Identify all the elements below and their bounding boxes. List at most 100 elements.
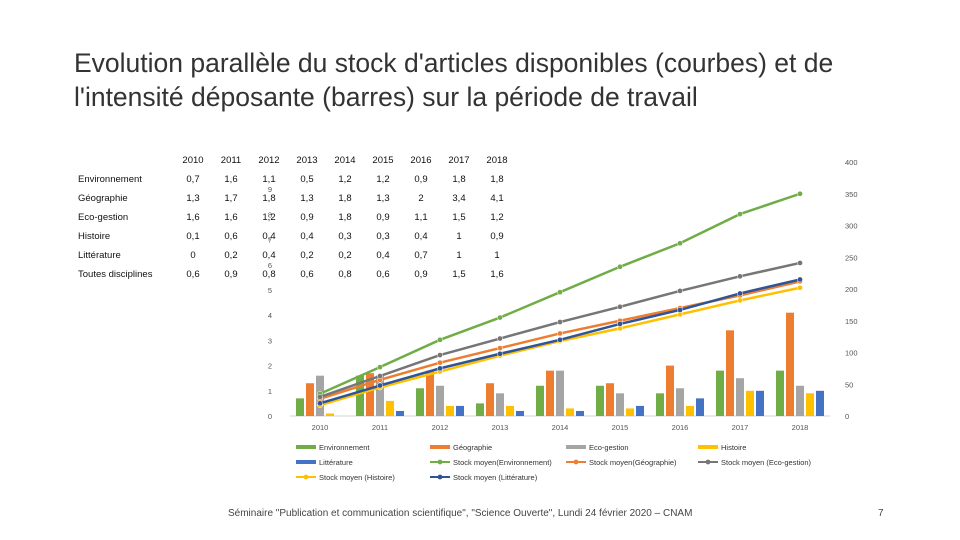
left-axis-tick: 4 [268,311,272,320]
table-cell: 0,7 [414,250,428,261]
legend-marker [573,459,579,465]
right-axis-tick: 150 [845,317,858,326]
line-point [617,303,623,310]
x-axis-tick: 2010 [312,423,329,432]
left-axis-tick: 6 [268,261,272,270]
table-cell: 1,8 [338,193,352,204]
line-point [497,314,503,321]
table-cell: 0,9 [414,174,428,185]
bar-eco-gestion [736,378,744,416]
legend-label: Stock moyen (Histoire) [319,473,395,482]
table-cell: 3,4 [452,193,466,204]
table-cell: 0,3 [338,231,352,242]
table-cell: 1,7 [224,193,238,204]
bar-histoire [686,405,694,416]
table-cell: 0,9 [376,212,390,223]
line-point [377,373,383,379]
line-point [677,288,683,294]
table-cell: 1,2 [376,174,390,185]
table-cell: 1,2 [490,212,504,223]
line-point [677,307,683,313]
bar-g-ographie [426,370,434,416]
legend-label: Géographie [453,443,492,452]
bar-g-ographie [546,370,554,416]
year-header: 2015 [372,154,394,166]
table-body: Environnement 0,7 1,6 1,1 0,5 1,2 1,2 0,9 1,8 1,8… [78,170,516,284]
table-cell: 0,2 [300,250,314,261]
bar-litt-rature [396,410,404,416]
bar-eco-gestion [676,388,684,416]
bar-eco-gestion [496,393,504,416]
line-point [737,211,743,217]
table-cell: 1,3 [186,193,200,204]
table-cell: 1,6 [224,212,238,223]
right-axis-tick: 250 [845,253,858,262]
line-point [797,284,803,291]
table-cell: 2 [418,193,424,204]
right-axis-tick: 0 [845,412,849,421]
table-cell: 0 [190,250,196,261]
table-cell: 0,2 [338,250,352,261]
x-axis-tick: 2015 [612,423,629,432]
year-header: 2014 [334,154,356,166]
bar-litt-rature [816,390,824,416]
table-row: Littérature 0 0,2 0,4 0,2 0,2 0,4 0,7 1 1 [78,246,516,265]
bar-litt-rature [756,390,764,416]
legend-marker [437,474,443,480]
right-axis-tick: 200 [845,285,858,294]
line-point [557,289,563,296]
slide-title: Evolution parallèle du stock d'articles … [74,48,834,112]
bar-litt-rature [576,410,584,416]
table-cell: 1,8 [262,193,276,204]
year-header: 2016 [410,154,432,166]
line-point [557,319,563,325]
table-cell: 1,3 [300,193,314,204]
legend-marker [705,459,711,465]
legend-marker [437,459,443,465]
footer-text: Séminaire "Publication et communication … [228,508,693,519]
bar-histoire [386,400,394,416]
table-cell: 0,9 [490,231,504,242]
bar-environnement [416,388,424,416]
page-number: 7 [878,508,884,519]
table-cell: 0,7 [186,174,200,185]
x-axis-tick: 2013 [492,423,509,432]
year-header: 2018 [486,154,508,166]
line-point [377,364,383,370]
table-cell: 0,6 [300,269,314,280]
left-axis-tick: 9 [268,185,272,194]
bar-litt-rature [456,405,464,416]
table-row: Toutes disciplines 0,6 0,9 0,8 0,6 0,8 0,6 0,9 1… [78,265,516,284]
bar-eco-gestion [796,385,804,416]
line-point [317,394,323,400]
bar-histoire [806,393,814,416]
legend-label: Stock moyen(Environnement) [453,458,552,467]
legend-label: Environnement [319,443,370,452]
table-cell: 1,6 [224,174,238,185]
year-header: 2017 [448,154,470,166]
table-cell: 1,5 [452,212,466,223]
table-cell: 1,6 [490,269,504,280]
bar-g-ographie [726,330,734,416]
line-point [617,263,623,270]
bar-environnement [356,375,364,416]
row-label: Environnement [78,174,142,185]
line-point [797,260,803,266]
bar-histoire [626,408,634,416]
bar-histoire [566,408,574,416]
legend-label: Stock moyen(Géographie) [589,458,677,467]
x-axis-tick: 2016 [672,423,689,432]
table-row: Eco-gestion 1,6 1,6 1,2 0,9 1,8 0,9 1,1 1,5 1,2 [78,208,516,227]
bar-histoire [326,413,334,416]
bar-eco-gestion [376,375,384,416]
left-axis-tick: 3 [268,336,272,345]
data-table: 2010 2011 2012 2013 2014 2015 2016 2017 … [78,150,516,284]
left-axis-tick: 1 [268,387,272,396]
table-cell: 0,9 [300,212,314,223]
left-axis-tick: 5 [268,286,272,295]
row-label: Toutes disciplines [78,269,153,280]
line-point [437,359,443,366]
legend-label: Littérature [319,458,353,467]
table-cell: 1 [494,250,500,261]
